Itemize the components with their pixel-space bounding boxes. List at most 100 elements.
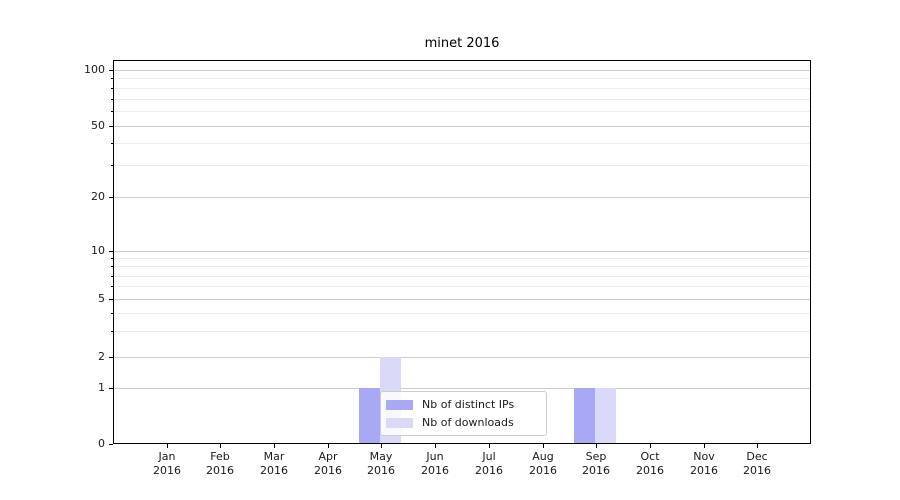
y-tickmark-minor <box>111 276 113 277</box>
y-tickmark-major <box>109 251 113 252</box>
y-tickmark-minor <box>111 331 113 332</box>
x-tickmark <box>381 444 382 448</box>
y-gridline-minor <box>114 313 810 314</box>
y-tickmark-major <box>109 357 113 358</box>
x-tick-label-line: May <box>369 450 393 463</box>
y-gridline-major <box>114 251 810 252</box>
y-gridline-minor <box>114 99 810 100</box>
x-tickmark <box>274 444 275 448</box>
x-tick-label: Oct 2016 <box>618 450 682 478</box>
legend-swatch-downloads <box>386 417 413 428</box>
x-tick-label: Dec 2016 <box>725 450 789 478</box>
x-tick-label-line: 2016 <box>636 464 664 477</box>
legend-item-distinct-ips: Nb of distinct IPs <box>386 398 541 411</box>
y-gridline-minor <box>114 276 810 277</box>
x-tick-label: Sep 2016 <box>564 450 628 478</box>
x-tickmark <box>328 444 329 448</box>
x-tickmark <box>489 444 490 448</box>
y-tickmark-minor <box>111 88 113 89</box>
y-tick-label: 20 <box>91 190 105 203</box>
legend-label-downloads: Nb of downloads <box>422 416 514 429</box>
bar-distinct-ips <box>574 388 595 443</box>
x-tick-label-line: Apr <box>318 450 338 463</box>
x-tick-label: Jan 2016 <box>135 450 199 478</box>
y-gridline-minor <box>114 78 810 79</box>
x-tick-label-line: 2016 <box>690 464 718 477</box>
y-tickmark-minor <box>111 266 113 267</box>
x-tick-label-line: Jul <box>482 450 496 463</box>
y-tickmark-minor <box>111 99 113 100</box>
x-tick-label-line: 2016 <box>367 464 395 477</box>
x-tick-label: Apr 2016 <box>296 450 360 478</box>
y-tickmark-major <box>109 70 113 71</box>
y-tickmark-minor <box>111 143 113 144</box>
x-tick-label-line: 2016 <box>314 464 342 477</box>
x-tickmark <box>167 444 168 448</box>
x-tick-label-line: Sep <box>585 450 607 463</box>
x-tick-label-line: 2016 <box>153 464 181 477</box>
x-tick-label-line: 2016 <box>529 464 557 477</box>
y-gridline-major <box>114 197 810 198</box>
y-tickmark-major <box>109 197 113 198</box>
y-gridline-major <box>114 299 810 300</box>
x-tickmark <box>650 444 651 448</box>
y-gridline-minor <box>114 165 810 166</box>
x-tick-label-line: Jan <box>158 450 176 463</box>
legend-swatch-distinct-ips <box>386 399 413 410</box>
y-tickmark-major <box>109 299 113 300</box>
y-tick-label: 1 <box>98 381 105 394</box>
y-gridline-minor <box>114 88 810 89</box>
y-tickmark-major <box>109 388 113 389</box>
bar-distinct-ips <box>359 388 380 443</box>
x-tick-label-line: 2016 <box>475 464 503 477</box>
x-tick-label-line: Oct <box>640 450 660 463</box>
x-tick-label-line: Feb <box>210 450 230 463</box>
y-gridline-minor <box>114 111 810 112</box>
x-tickmark <box>704 444 705 448</box>
y-tickmark-minor <box>111 165 113 166</box>
y-tick-label: 5 <box>98 292 105 305</box>
y-gridline-minor <box>114 258 810 259</box>
x-tick-label: Aug 2016 <box>511 450 575 478</box>
x-tick-label: Nov 2016 <box>672 450 736 478</box>
y-gridline-minor <box>114 331 810 332</box>
x-tick-label: Jul 2016 <box>457 450 521 478</box>
y-gridline-major <box>114 388 810 389</box>
y-gridline-major <box>114 70 810 71</box>
x-tickmark <box>543 444 544 448</box>
x-tick-label-line: Aug <box>532 450 554 463</box>
y-tick-label: 50 <box>91 119 105 132</box>
x-tick-label: Jun 2016 <box>403 450 467 478</box>
y-tickmark-major <box>109 126 113 127</box>
x-tick-label-line: Mar <box>263 450 285 463</box>
y-tickmark-major <box>109 444 113 445</box>
x-tick-label-line: 2016 <box>260 464 288 477</box>
x-tickmark <box>435 444 436 448</box>
y-tick-label: 10 <box>91 244 105 257</box>
y-tickmark-minor <box>111 313 113 314</box>
y-tick-label: 2 <box>98 350 105 363</box>
chart-title: minet 2016 <box>424 36 500 51</box>
x-tick-label-line: Nov <box>693 450 715 463</box>
y-tick-label: 100 <box>84 63 105 76</box>
x-tickmark <box>220 444 221 448</box>
legend-label-distinct-ips: Nb of distinct IPs <box>422 398 515 411</box>
legend-item-downloads: Nb of downloads <box>386 416 541 429</box>
x-tickmark <box>757 444 758 448</box>
x-tick-label-line: 2016 <box>206 464 234 477</box>
y-gridline-minor <box>114 266 810 267</box>
y-gridline-minor <box>114 143 810 144</box>
axes-frame <box>113 60 811 444</box>
x-tickmark <box>596 444 597 448</box>
y-tickmark-minor <box>111 286 113 287</box>
x-tick-label: May 2016 <box>349 450 413 478</box>
y-gridline-major <box>114 357 810 358</box>
legend: Nb of distinct IPs Nb of downloads <box>380 391 547 436</box>
x-tick-label-line: Dec <box>746 450 768 463</box>
y-tick-label: 0 <box>98 437 105 450</box>
x-tick-label-line: 2016 <box>582 464 610 477</box>
y-gridline-minor <box>114 286 810 287</box>
x-tick-label-line: 2016 <box>421 464 449 477</box>
x-tick-label-line: Jun <box>426 450 444 463</box>
